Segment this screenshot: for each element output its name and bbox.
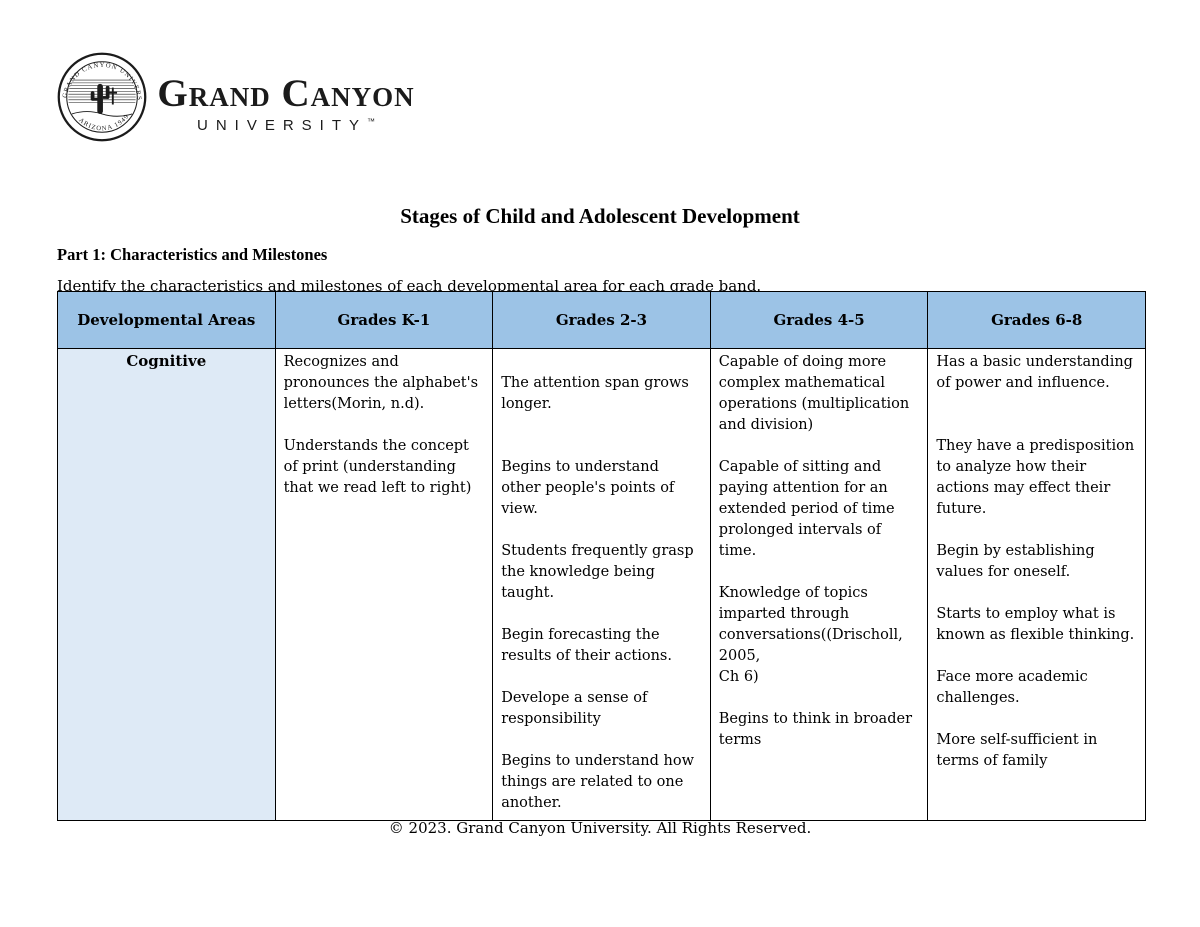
- cell-paragraph: Begins to understand how things are rela…: [501, 753, 699, 811]
- blank-line: [501, 667, 703, 688]
- blank-line: [501, 436, 703, 457]
- table-row-cognitive: Cognitive Recognizes and pronounces the a…: [57, 348, 1146, 821]
- blank-line: [719, 436, 921, 457]
- logo-subname-text: UNIVERSITY: [196, 117, 367, 134]
- blank-line: [501, 520, 703, 541]
- table-cell-grades-6-8: Has a basic understanding of power and i…: [927, 348, 1146, 821]
- cell-paragraph: Begin forecasting the results of their a…: [501, 627, 672, 664]
- cell-paragraph: Students frequently grasp the knowledge …: [501, 543, 699, 601]
- blank-line: [936, 520, 1138, 541]
- blank-line: [284, 415, 486, 436]
- copyright-footer: © 2023. Grand Canyon University. All Rig…: [388, 819, 812, 837]
- blank-line: [501, 730, 703, 751]
- table-cell-grades-4-5: Capable of doing more complex mathematic…: [709, 348, 929, 821]
- cell-paragraph: Recognizes and pronounces the alphabet's…: [283, 354, 483, 412]
- cell-paragraph: Begins to understand other people's poin…: [501, 459, 679, 517]
- cell-paragraph: Has a basic understanding of power and i…: [936, 354, 1138, 391]
- blank-line: [719, 562, 921, 583]
- logo-name: Grand Canyon: [157, 72, 415, 115]
- blank-line: [936, 709, 1138, 730]
- page-title: Stages of Child and Adolescent Developme…: [400, 204, 800, 229]
- column-header-developmental-areas: Developmental Areas: [57, 291, 276, 349]
- cell-paragraph: Begin by establishing values for oneself…: [936, 543, 1100, 580]
- cell-paragraph: They have a predisposition to analyze ho…: [936, 438, 1139, 517]
- trademark-symbol: ™: [367, 117, 375, 126]
- cell-paragraph: The attention span grows longer.: [501, 375, 694, 412]
- cell-paragraph: More self-sufficient in terms of family: [936, 732, 1102, 769]
- table-header-row: Developmental Areas Grades K-1 Grades 2-3 G…: [57, 291, 1146, 349]
- seal-ground-line: [71, 111, 133, 117]
- cell-paragraph: Develope a sense of responsibility: [501, 690, 652, 727]
- cactus-icon: [90, 83, 110, 114]
- logo-subname: UNIVERSITY™: [142, 117, 430, 134]
- table-cell-grades-k-1: Recognizes and pronounces the alphabet's…: [274, 348, 494, 821]
- column-header-grades-6-8: Grades 6-8: [927, 291, 1146, 349]
- cell-paragraph: Starts to employ what is known as flexib…: [936, 606, 1135, 643]
- logo-wordmark: Grand Canyon UNIVERSITY™: [142, 74, 430, 134]
- column-header-grades-4-5: Grades 4-5: [709, 291, 929, 349]
- cell-paragraph: Begins to think in broader terms: [718, 711, 917, 748]
- blank-line: [936, 415, 1138, 436]
- blank-line: [501, 415, 703, 436]
- blank-line: [936, 583, 1138, 604]
- blank-line: [501, 604, 703, 625]
- milestones-table: Developmental Areas Grades K-1 Grades 2-3 G…: [57, 291, 1146, 821]
- cell-paragraph: Knowledge of topics imparted through con…: [718, 585, 903, 685]
- blank-line: [501, 352, 703, 373]
- row-label-cognitive: Cognitive: [57, 348, 276, 821]
- cross-icon: [108, 87, 118, 105]
- cell-paragraph: Face more academic challenges.: [936, 669, 1093, 706]
- blank-line: [936, 646, 1138, 667]
- seal-inner-ring: [66, 61, 138, 133]
- instruction-text: Identify the characteristics and milesto…: [57, 277, 762, 295]
- seal-outer-ring: [57, 52, 147, 142]
- blank-line: [936, 394, 1138, 415]
- cell-paragraph: Capable of sitting and paying attention …: [718, 459, 900, 559]
- column-header-grades-k-1: Grades K-1: [274, 291, 494, 349]
- column-header-grades-2-3: Grades 2-3: [492, 291, 711, 349]
- table-cell-grades-2-3: The attention span grows longer. Begins …: [492, 348, 711, 821]
- blank-line: [719, 688, 921, 709]
- part-heading: Part 1: Characteristics and Milestones: [57, 244, 328, 264]
- cell-paragraph: Capable of doing more complex mathematic…: [718, 354, 914, 433]
- cell-paragraph: Understands the concept of print (unders…: [283, 438, 474, 496]
- gcu-seal-logo: GRAND CANYON UNIVERSITY ARIZONA 1949: [55, 50, 147, 142]
